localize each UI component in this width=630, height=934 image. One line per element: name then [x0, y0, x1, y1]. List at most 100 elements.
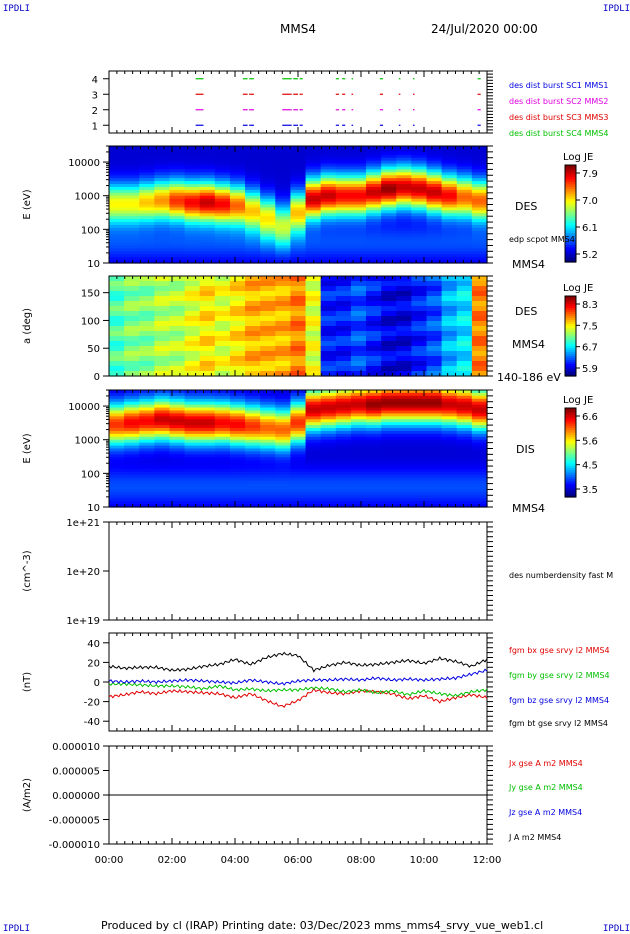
des-energy-cell — [335, 169, 352, 173]
dis-energy-cell — [260, 407, 276, 412]
des-energy-cell — [305, 201, 322, 206]
des-energy-cell — [184, 257, 201, 261]
dis-energy-cell — [320, 401, 337, 406]
dis-energy-cell — [381, 492, 397, 496]
dis-energy-cell — [275, 401, 292, 406]
des-pitch-cell — [199, 351, 216, 357]
des-energy-cell — [109, 257, 125, 261]
dis-energy-cell — [169, 471, 186, 476]
dis-energy-cell — [139, 445, 155, 450]
dis-energy-cell — [396, 492, 412, 496]
des-energy-cell — [471, 236, 488, 241]
des-pitch-cell — [245, 371, 261, 377]
dis-energy-cell — [229, 451, 246, 455]
dis-energy-cell — [441, 419, 458, 423]
des-energy-cell — [139, 195, 155, 200]
des-energy-cell — [260, 157, 276, 162]
des-energy-cell — [456, 222, 473, 226]
des-energy-cell — [124, 201, 140, 206]
des-energy-cell — [139, 248, 155, 252]
des-energy-cell — [124, 172, 140, 176]
des-pitch-cell — [229, 351, 246, 357]
des-energy-cell — [275, 178, 292, 182]
dis-energy-cell — [411, 410, 428, 414]
des-energy-cell — [320, 222, 337, 226]
des-pitch-cell — [456, 286, 473, 292]
des-energy-cell — [411, 230, 428, 235]
des-energy-cell — [456, 192, 473, 197]
dis-energy-cell — [139, 451, 155, 455]
des-energy-cell — [350, 157, 367, 162]
des-energy-cell — [154, 207, 171, 211]
dis-energy-cell — [366, 460, 382, 464]
des-pitch-cell — [290, 281, 307, 287]
dis-energy-cell — [124, 395, 140, 400]
dis-energy-cell — [154, 463, 171, 467]
des-energy-cell — [260, 169, 276, 173]
des-energy-cell — [471, 239, 488, 244]
des-energy-cell — [350, 222, 367, 226]
dis-energy-cell — [366, 433, 382, 438]
des-energy-cell — [169, 213, 186, 217]
dis-energy-cell — [320, 457, 337, 461]
des-energy-cell — [456, 169, 473, 173]
des-energy-cell — [396, 154, 412, 159]
des-pitch-cell — [169, 276, 186, 282]
dis-energy-cell — [305, 492, 322, 496]
dis-energy-cell — [290, 395, 307, 400]
dis-energy-cell — [214, 395, 231, 400]
des-energy-colorbar-cell — [565, 181, 576, 185]
dis-energy-cell — [260, 395, 276, 400]
dis-energy-cell — [109, 404, 125, 409]
des-energy-cell — [109, 169, 125, 173]
des-pitch-cell — [411, 341, 428, 347]
des-energy-cell — [381, 181, 397, 185]
des-energy-cell — [139, 204, 155, 209]
des-energy-colorbar-cell — [565, 213, 576, 217]
dis-energy-cell — [381, 392, 397, 397]
des-pitch-cell — [366, 361, 382, 367]
dis-energy-cell — [471, 498, 488, 502]
des-pitch-cell — [199, 341, 216, 347]
dis-energy-cell — [214, 477, 231, 482]
des-energy-cell — [260, 186, 276, 191]
dis-energy-cell — [139, 463, 155, 467]
dis-energy-cell — [229, 395, 246, 400]
des-pitch-cell — [184, 346, 201, 352]
fgm-series-4 — [108, 651, 488, 673]
dis-energy-cell — [366, 398, 382, 403]
des-energy-cell — [245, 248, 261, 252]
dis-energy-cell — [441, 390, 458, 394]
des-energy-cell — [305, 204, 322, 209]
des-energy-cell — [381, 227, 397, 232]
dis-energy-cell — [214, 492, 231, 496]
des-energy-cell — [456, 260, 473, 264]
des-energy-cell — [396, 169, 412, 173]
dis-energy-cell — [214, 501, 231, 505]
des-pitch-cell — [199, 301, 216, 307]
des-energy-cell — [229, 192, 246, 197]
dis-energy-cell — [396, 486, 412, 491]
dis-energy-cell — [471, 468, 488, 473]
des-energy-cell — [456, 160, 473, 165]
dis-energy-cell — [335, 425, 352, 429]
des-pitch-cell — [411, 286, 428, 292]
des-energy-cell — [335, 151, 352, 156]
des-energy-colorbar-cell — [565, 179, 576, 183]
des-energy-cell — [305, 245, 322, 249]
dis-energy-cell — [124, 390, 140, 394]
dis-energy-cell — [275, 428, 292, 432]
des-energy-cell — [229, 230, 246, 235]
des-pitch-cell — [426, 341, 443, 347]
des-pitch-cell — [275, 296, 292, 302]
des-energy-cell — [214, 248, 231, 252]
dis-energy-cell — [275, 460, 292, 464]
des-energy-cell — [275, 148, 292, 153]
des-energy-colorbar-cell — [565, 177, 576, 181]
density-y-tick-label: 1e+21 — [66, 518, 100, 529]
des-pitch-cell — [184, 336, 201, 342]
dis-energy-cell — [260, 425, 276, 429]
des-pitch-y-tick-label: 100 — [81, 316, 100, 327]
des-pitch-cell — [381, 366, 397, 372]
des-energy-cell — [381, 166, 397, 170]
